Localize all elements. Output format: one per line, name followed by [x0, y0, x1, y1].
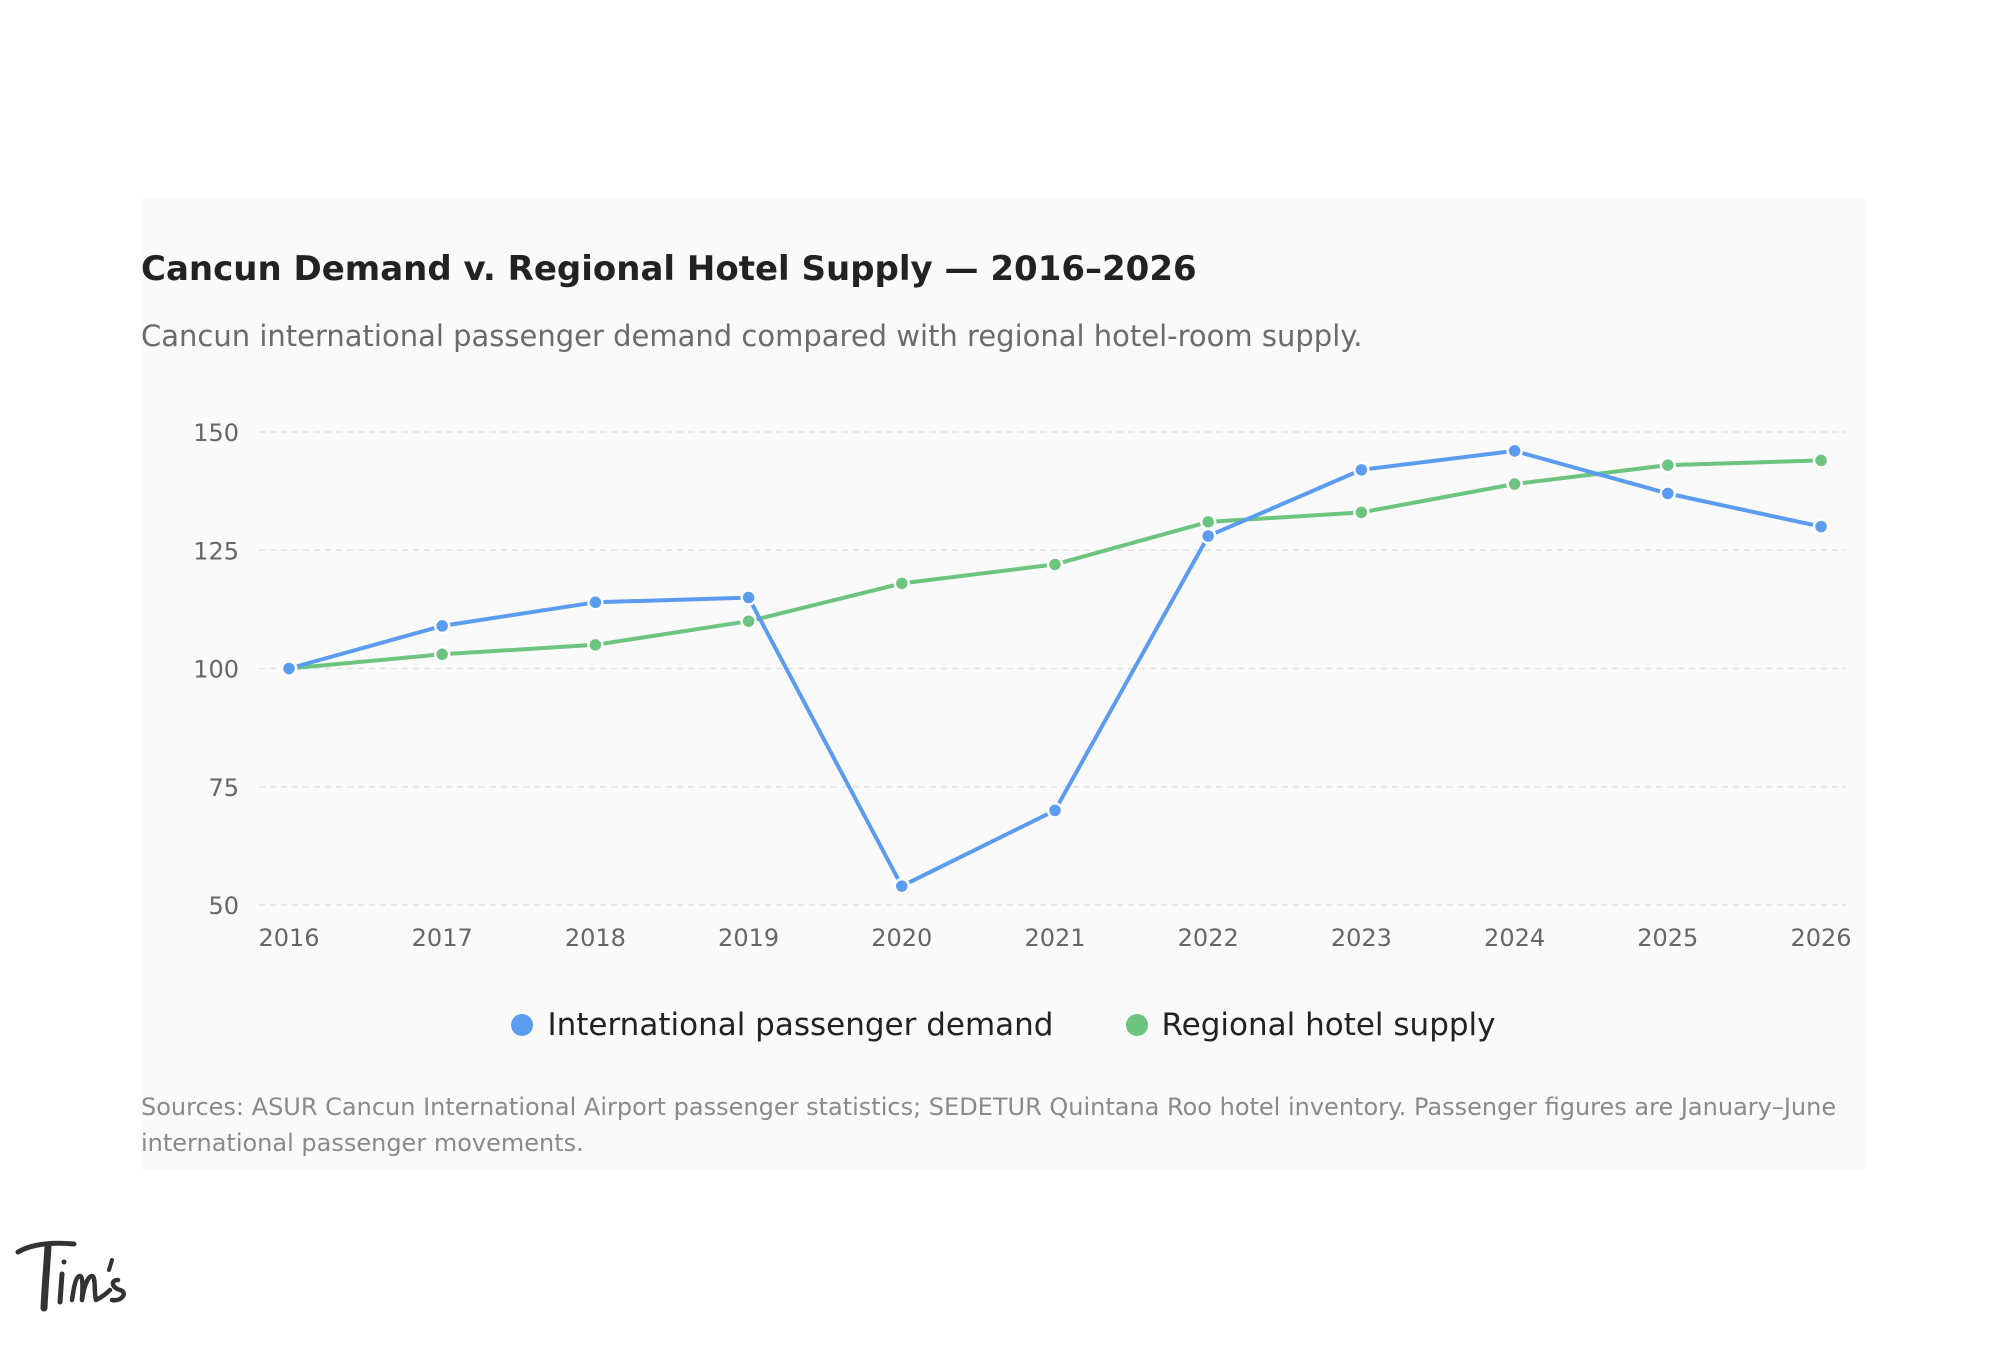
- data-point-regional-hotel-supply[interactable]: [1659, 456, 1677, 474]
- x-tick-label: 2025: [1637, 924, 1698, 952]
- source-note: Sources: ASUR Cancun International Airpo…: [141, 1093, 1837, 1157]
- chart-card: Cancun Demand v. Regional Hotel Supply —…: [141, 199, 1866, 1169]
- x-tick-label: 2019: [718, 924, 779, 952]
- data-point-international-passenger-demand[interactable]: [1659, 485, 1677, 502]
- data-point-regional-hotel-supply[interactable]: [1046, 556, 1064, 573]
- y-tick-label: 75: [208, 774, 239, 802]
- y-tick-label: 125: [193, 537, 239, 565]
- data-point-regional-hotel-supply[interactable]: [740, 612, 757, 630]
- y-tick-label: 100: [193, 656, 239, 684]
- legend-item[interactable]: International passenger demand: [511, 1007, 1054, 1043]
- x-axis-ticks: 2016 2017 2018 2019 2020 2021 2022 2023 2024 2025…: [258, 924, 1851, 952]
- data-point-international-passenger-demand[interactable]: [893, 877, 911, 895]
- data-point-regional-hotel-supply[interactable]: [433, 646, 451, 663]
- chart-title: Cancun Demand v. Regional Hotel Supply —…: [141, 249, 1197, 289]
- legend: International passenger demand Regional h…: [141, 1007, 1866, 1043]
- legend-label: Regional hotel supply: [1161, 1007, 1496, 1043]
- x-tick-label: 2020: [871, 924, 932, 952]
- data-point-international-passenger-demand[interactable]: [1199, 527, 1217, 545]
- data-point-regional-hotel-supply[interactable]: [587, 636, 604, 654]
- y-tick-label: 50: [208, 892, 239, 920]
- data-point-regional-hotel-supply[interactable]: [1506, 475, 1523, 493]
- data-point-international-passenger-demand[interactable]: [1506, 442, 1523, 460]
- chart-subtitle: Cancun international passenger demand co…: [141, 319, 1363, 353]
- x-tick-label: 2023: [1331, 924, 1392, 952]
- x-tick-label: 2022: [1178, 924, 1239, 952]
- data-point-international-passenger-demand[interactable]: [1812, 518, 1830, 535]
- x-tick-label: 2024: [1484, 924, 1545, 952]
- legend-item[interactable]: Regional hotel supply: [1125, 1007, 1496, 1043]
- legend-label: International passenger demand: [547, 1007, 1054, 1043]
- data-point-international-passenger-demand[interactable]: [1353, 461, 1370, 479]
- data-point-international-passenger-demand[interactable]: [433, 617, 451, 635]
- x-tick-label: 2018: [565, 924, 626, 952]
- x-tick-label: 2026: [1790, 924, 1851, 952]
- legend-swatch: [511, 1014, 534, 1036]
- x-tick-label: 2017: [412, 924, 473, 952]
- data-point-international-passenger-demand[interactable]: [280, 660, 298, 677]
- series-points: [280, 442, 1830, 895]
- data-point-regional-hotel-supply[interactable]: [1199, 513, 1217, 531]
- data-point-regional-hotel-supply[interactable]: [1353, 504, 1370, 521]
- x-tick-label: 2021: [1024, 924, 1085, 952]
- tims-logo: [15, 1240, 126, 1312]
- legend-swatch: [1125, 1014, 1148, 1036]
- data-point-regional-hotel-supply[interactable]: [1812, 452, 1830, 469]
- y-tick-label: 150: [193, 419, 239, 447]
- grid-lines: [259, 431, 1846, 906]
- data-point-international-passenger-demand[interactable]: [740, 589, 757, 606]
- data-point-international-passenger-demand[interactable]: [587, 594, 604, 611]
- x-tick-label: 2016: [258, 924, 319, 952]
- data-point-international-passenger-demand[interactable]: [1046, 802, 1064, 819]
- data-point-regional-hotel-supply[interactable]: [893, 575, 911, 592]
- y-axis-ticks: 50 75 100 125 150: [193, 419, 239, 920]
